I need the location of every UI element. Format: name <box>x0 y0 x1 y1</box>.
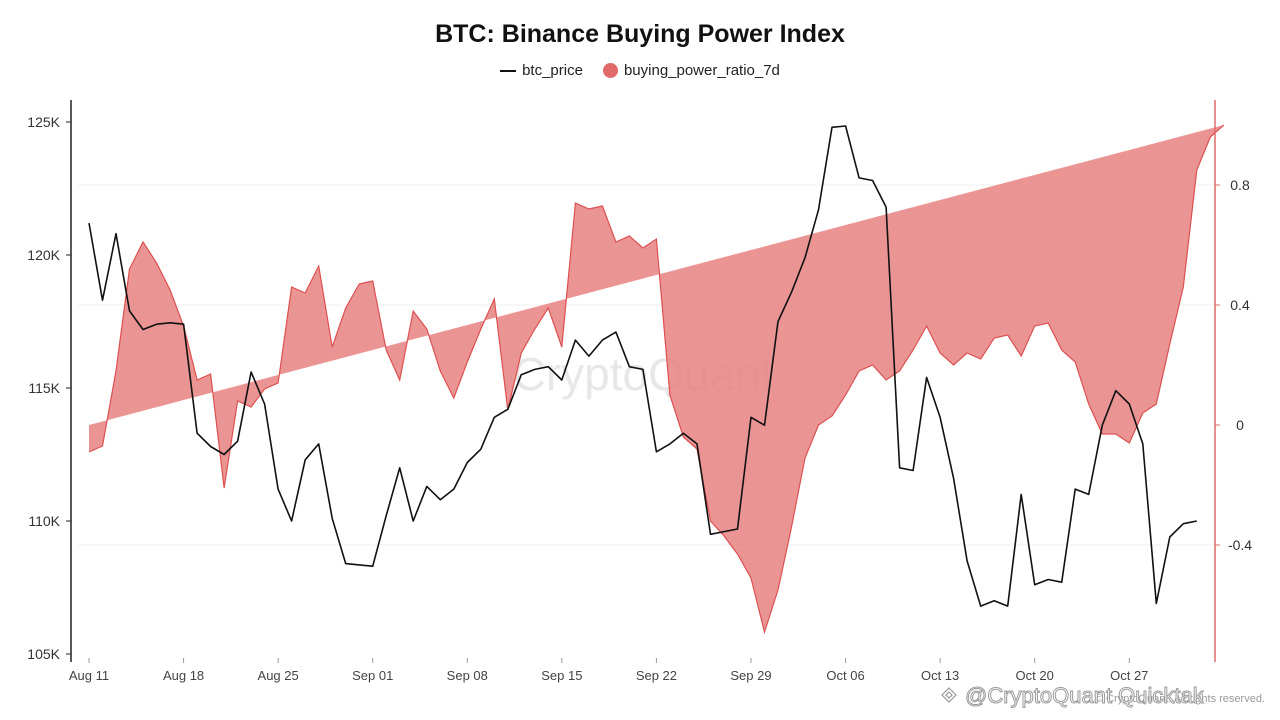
btc-price-line <box>88 125 1197 607</box>
x-tick-label: Aug 18 <box>163 668 204 683</box>
legend-label-buying-power: buying_power_ratio_7d <box>623 62 780 79</box>
x-axis-ticks: Aug 11 Aug 18 Aug 25 Sep 01 Sep 08 Sep 15 Sep … <box>69 658 1148 683</box>
right-tick-label: -0.4 <box>1228 537 1252 553</box>
x-tick-label: Aug 11 <box>69 668 109 683</box>
legend-line-swatch <box>500 69 517 72</box>
left-tick-label: 105K <box>27 646 60 662</box>
legend: btc_price buying_power_ratio_7d <box>0 62 1280 79</box>
cryptoquant-logo-icon <box>941 687 957 703</box>
x-tick-label: Sep 29 <box>730 668 771 683</box>
x-tick-label: Sep 15 <box>541 668 582 683</box>
legend-item-btc-price[interactable]: btc_price <box>500 62 583 79</box>
right-tick-label: 0.8 <box>1230 177 1250 193</box>
right-tick-label: 0 <box>1236 417 1244 433</box>
left-tick-label: 120K <box>27 247 60 263</box>
left-tick-label: 115K <box>28 380 60 396</box>
legend-dot-swatch <box>602 63 618 78</box>
buying-power-area <box>89 125 1224 632</box>
copyright-text: © CryptoQuant. All rights reserved. <box>1095 693 1265 705</box>
area-layer <box>88 124 1225 635</box>
x-tick-label: Oct 13 <box>921 668 959 683</box>
x-tick-label: Oct 20 <box>1016 668 1054 683</box>
x-tick-label: Sep 22 <box>636 668 677 683</box>
left-tick-label: 110K <box>28 513 60 529</box>
attribution-badge: @CryptoQuant Quicktak <box>941 683 1205 709</box>
left-axis-ticks: 105K 110K 115K 120K 125K <box>27 114 71 662</box>
x-tick-label: Sep 01 <box>352 668 393 683</box>
chart-title: BTC: Binance Buying Power Index <box>435 20 845 48</box>
x-tick-label: Aug 25 <box>258 668 299 683</box>
left-tick-label: 125K <box>27 114 60 130</box>
right-axis-ticks: 0.8 0.4 0 -0.4 <box>1215 177 1252 553</box>
legend-label-btc-price: btc_price <box>522 62 583 79</box>
legend-item-buying-power[interactable]: buying_power_ratio_7d <box>602 62 780 79</box>
right-tick-label: 0.4 <box>1230 297 1250 313</box>
buying-power-outline <box>88 124 1225 635</box>
line-layer <box>88 125 1197 607</box>
x-tick-label: Oct 27 <box>1110 668 1148 683</box>
attribution-text: @CryptoQuant Quicktak <box>965 683 1205 708</box>
x-tick-label: Sep 08 <box>447 668 488 683</box>
x-tick-label: Oct 06 <box>826 668 864 683</box>
